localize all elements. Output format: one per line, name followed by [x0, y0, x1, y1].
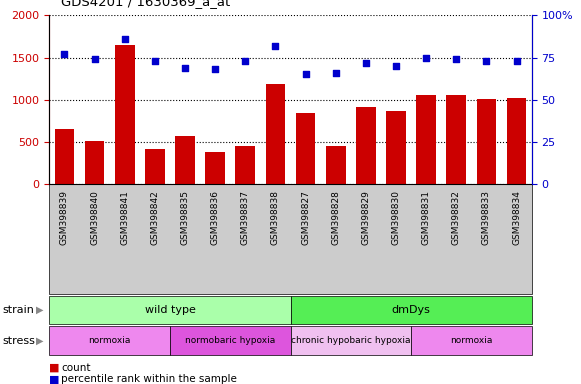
Point	[301, 71, 310, 78]
Point	[210, 66, 220, 73]
Text: count: count	[61, 363, 91, 373]
Point	[120, 36, 130, 42]
Bar	[145, 149, 164, 184]
Text: GSM398837: GSM398837	[241, 190, 250, 245]
Point	[392, 63, 401, 69]
Text: normobaric hypoxia: normobaric hypoxia	[185, 336, 275, 345]
Text: percentile rank within the sample: percentile rank within the sample	[61, 374, 237, 384]
Text: ▶: ▶	[36, 336, 43, 346]
Point	[60, 51, 69, 57]
Text: GSM398830: GSM398830	[392, 190, 400, 245]
Bar	[175, 136, 195, 184]
Point	[361, 60, 371, 66]
Text: strain: strain	[3, 305, 35, 315]
Text: stress: stress	[3, 336, 36, 346]
Text: dmDys: dmDys	[392, 305, 431, 315]
Text: GSM398839: GSM398839	[60, 190, 69, 245]
Text: GSM398838: GSM398838	[271, 190, 280, 245]
Bar	[476, 99, 496, 184]
Text: ▶: ▶	[36, 305, 43, 315]
Bar	[386, 111, 406, 184]
Point	[180, 65, 189, 71]
Text: GSM398833: GSM398833	[482, 190, 491, 245]
Bar	[417, 95, 436, 184]
Text: GSM398840: GSM398840	[90, 190, 99, 245]
Bar	[55, 129, 74, 184]
Text: GSM398827: GSM398827	[301, 190, 310, 245]
Bar	[85, 141, 105, 184]
Point	[271, 43, 280, 49]
Bar	[326, 146, 346, 184]
Text: GSM398829: GSM398829	[361, 190, 370, 245]
Text: GSM398832: GSM398832	[452, 190, 461, 245]
Bar	[356, 107, 376, 184]
Text: GDS4201 / 1630369_a_at: GDS4201 / 1630369_a_at	[61, 0, 230, 8]
Text: ■: ■	[49, 363, 60, 373]
Point	[331, 70, 340, 76]
Point	[241, 58, 250, 64]
Bar	[235, 146, 255, 184]
Point	[150, 58, 160, 64]
Text: ■: ■	[49, 374, 60, 384]
Text: wild type: wild type	[145, 305, 195, 315]
Text: GSM398834: GSM398834	[512, 190, 521, 245]
Text: GSM398835: GSM398835	[181, 190, 189, 245]
Bar	[205, 152, 225, 184]
Text: GSM398828: GSM398828	[331, 190, 340, 245]
Bar	[507, 98, 526, 184]
Point	[482, 58, 491, 64]
Text: GSM398836: GSM398836	[211, 190, 220, 245]
Bar	[446, 95, 466, 184]
Text: GSM398842: GSM398842	[150, 190, 159, 245]
Point	[451, 56, 461, 62]
Text: GSM398841: GSM398841	[120, 190, 129, 245]
Point	[90, 56, 99, 62]
Text: GSM398831: GSM398831	[422, 190, 431, 245]
Text: normoxia: normoxia	[450, 336, 493, 345]
Bar	[296, 113, 315, 184]
Bar	[266, 84, 285, 184]
Bar	[115, 45, 135, 184]
Point	[512, 58, 521, 64]
Text: chronic hypobaric hypoxia: chronic hypobaric hypoxia	[291, 336, 411, 345]
Point	[421, 55, 431, 61]
Text: normoxia: normoxia	[88, 336, 131, 345]
